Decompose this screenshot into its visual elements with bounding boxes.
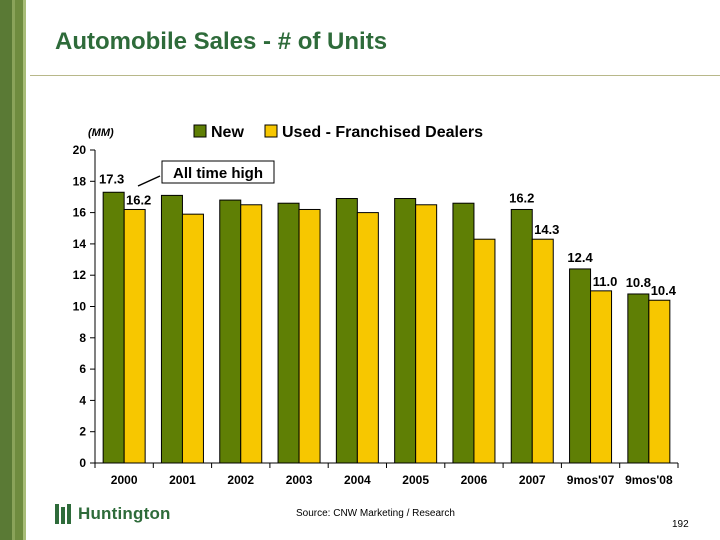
bar-used (473, 238, 496, 464)
bar-new (102, 191, 125, 464)
x-tick-label: 2004 (344, 473, 371, 487)
bar-new (510, 208, 533, 464)
data-label: 12.4 (567, 250, 593, 265)
bar-new (219, 199, 242, 464)
bar-new (394, 198, 417, 464)
decorative-stripe (15, 0, 23, 540)
x-tick-label: 2000 (111, 473, 138, 487)
data-label: 16.2 (509, 190, 534, 205)
x-tick-label: 2003 (286, 473, 313, 487)
x-tick-label: 9mos'07 (567, 473, 615, 487)
huntington-logo-icon (55, 504, 73, 524)
huntington-logo: Huntington (55, 504, 171, 524)
bar-new (569, 268, 592, 464)
annotation-box (161, 160, 275, 184)
legend-swatch-used (264, 124, 278, 138)
decorative-stripe (0, 0, 12, 540)
y-unit-label: (MM) (88, 127, 114, 139)
bar-used (298, 208, 321, 464)
bar-new (277, 202, 300, 464)
y-tick-label: 16 (73, 206, 87, 220)
bar-used (181, 213, 204, 464)
y-tick-label: 0 (79, 456, 86, 470)
bar-used (123, 208, 146, 464)
x-tick-label: 2001 (169, 473, 196, 487)
y-tick-label: 18 (73, 174, 87, 188)
y-tick-label: 2 (79, 425, 86, 439)
x-tick-label: 2002 (227, 473, 254, 487)
x-tick-label: 9mos'08 (625, 473, 673, 487)
logo-text: Huntington (78, 504, 171, 523)
y-tick-label: 14 (73, 237, 87, 251)
data-label: 10.8 (626, 275, 651, 290)
bar-used (240, 204, 263, 464)
data-label: 16.2 (126, 192, 151, 207)
decorative-stripe (23, 0, 26, 540)
bar-new (627, 293, 650, 464)
bar-new (335, 198, 358, 464)
x-tick-label: 2005 (402, 473, 429, 487)
annotation-text: All time high (173, 165, 263, 182)
x-tick-label: 2006 (461, 473, 488, 487)
x-tick-label: 2007 (519, 473, 546, 487)
data-label: 17.3 (99, 171, 124, 186)
bar-used (356, 212, 379, 464)
bar-used (648, 299, 671, 464)
bar-new (160, 194, 183, 464)
bar-used (590, 290, 613, 464)
slide-title: Automobile Sales - # of Units (55, 28, 388, 55)
y-tick-label: 4 (79, 393, 86, 407)
bar-used (531, 238, 554, 464)
source-note: Source: CNW Marketing / Research (296, 508, 455, 519)
page-number: 192 (672, 519, 689, 530)
y-tick-label: 10 (73, 300, 87, 314)
title-divider (30, 75, 720, 76)
data-label: 10.4 (651, 283, 677, 298)
y-tick-label: 20 (73, 143, 87, 157)
bar-new (452, 202, 475, 464)
legend-swatch-new (193, 124, 207, 138)
data-label: 14.3 (534, 222, 559, 237)
data-label: 11.0 (593, 274, 618, 289)
legend-label-used: Used - Franchised Dealers (282, 124, 483, 141)
bar-used (415, 204, 438, 464)
decorative-stripe (12, 0, 15, 540)
y-tick-label: 6 (79, 362, 86, 376)
legend-label-new: New (211, 124, 244, 141)
y-tick-label: 12 (73, 268, 87, 282)
y-tick-label: 8 (79, 331, 86, 345)
annotation-pointer (137, 175, 161, 187)
